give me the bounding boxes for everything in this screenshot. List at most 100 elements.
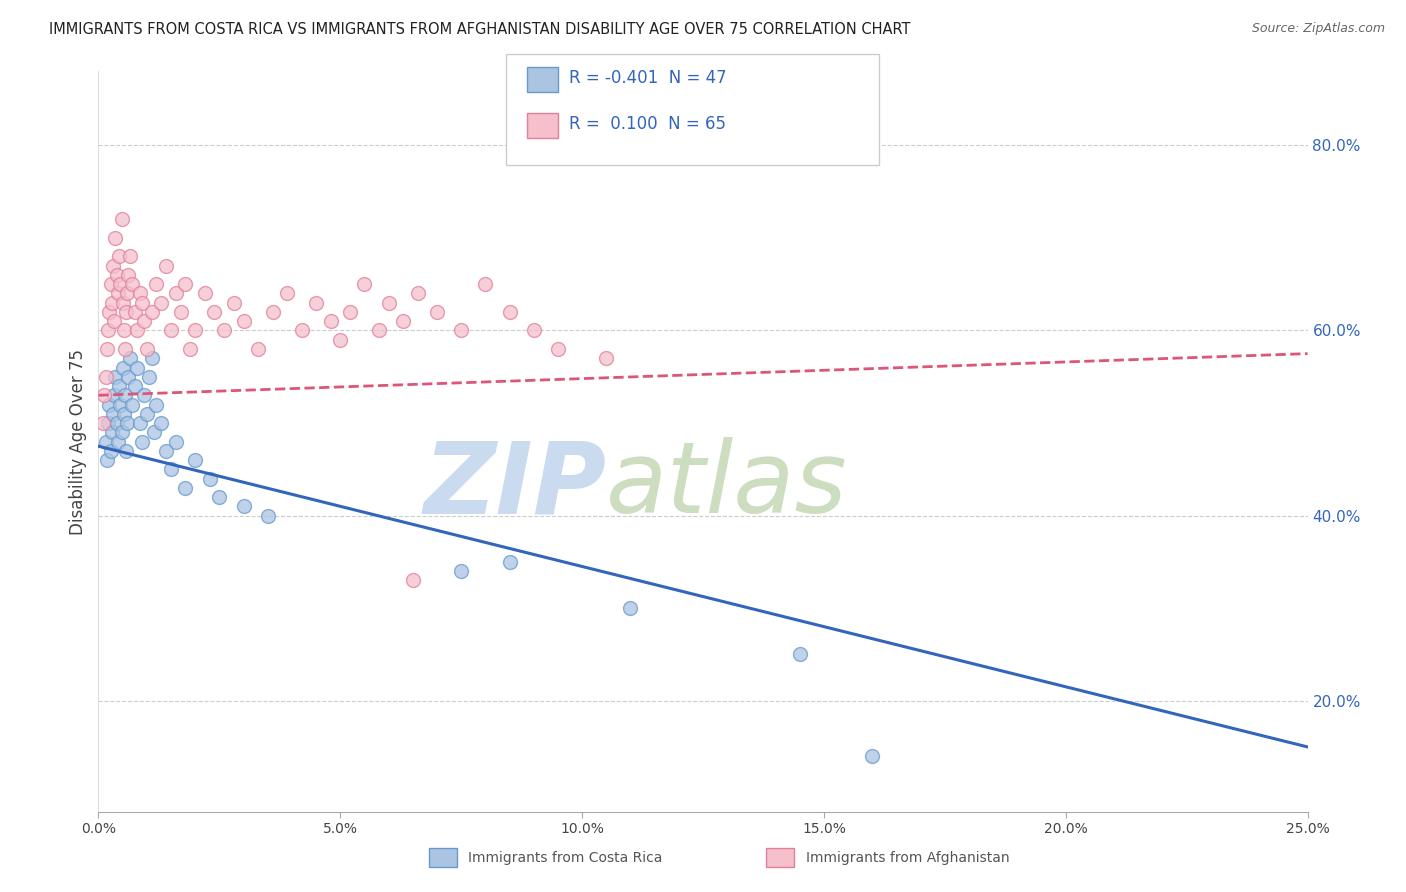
Point: [108, 277, 131, 292]
Point: [103, 314, 125, 328]
Point: [141, 351, 163, 366]
Point: [208, 490, 231, 504]
Point: [96, 342, 118, 356]
Point: [104, 369, 127, 384]
Point: [150, 416, 173, 430]
Point: [165, 286, 187, 301]
Point: [118, 250, 141, 264]
Point: [474, 277, 496, 292]
Point: [128, 416, 150, 430]
Text: IMMIGRANTS FROM COSTA RICA VS IMMIGRANTS FROM AFGHANISTAN DISABILITY AGE OVER 75: IMMIGRANTS FROM COSTA RICA VS IMMIGRANTS…: [49, 22, 911, 37]
Point: [118, 351, 141, 366]
Point: [498, 555, 520, 569]
Text: atlas: atlas: [606, 437, 848, 534]
Point: [127, 360, 149, 375]
Point: [860, 749, 883, 764]
Point: [114, 388, 136, 402]
Point: [184, 324, 207, 338]
Y-axis label: Disability Age Over 75: Disability Age Over 75: [69, 349, 87, 534]
Point: [135, 342, 157, 356]
Point: [115, 305, 138, 319]
Point: [128, 286, 150, 301]
Point: [276, 286, 298, 301]
Point: [100, 277, 122, 292]
Point: [547, 342, 569, 356]
Point: [111, 295, 134, 310]
Point: [141, 305, 163, 319]
Point: [101, 407, 124, 421]
Point: [155, 259, 177, 273]
Point: [105, 416, 128, 430]
Point: [111, 212, 134, 227]
Point: [426, 305, 449, 319]
Point: [104, 231, 127, 245]
Point: [105, 268, 128, 282]
Text: Immigrants from Afghanistan: Immigrants from Afghanistan: [806, 851, 1010, 865]
Point: [262, 305, 284, 319]
Point: [97, 324, 120, 338]
Point: [232, 314, 254, 328]
Text: Immigrants from Costa Rica: Immigrants from Costa Rica: [468, 851, 662, 865]
Point: [107, 434, 129, 449]
Point: [402, 574, 425, 588]
Point: [124, 379, 146, 393]
Point: [134, 314, 156, 328]
Point: [124, 305, 146, 319]
Point: [91, 416, 114, 430]
Point: [247, 342, 270, 356]
Point: [329, 333, 352, 347]
Point: [595, 351, 617, 366]
Point: [117, 369, 139, 384]
Point: [319, 314, 342, 328]
Point: [160, 324, 183, 338]
Point: [450, 564, 472, 578]
Point: [117, 268, 139, 282]
Point: [98, 398, 121, 412]
Point: [204, 305, 226, 319]
Point: [117, 286, 139, 301]
Point: [498, 305, 520, 319]
Point: [174, 481, 197, 495]
Point: [131, 434, 153, 449]
Point: [789, 648, 811, 662]
Point: [134, 388, 156, 402]
Point: [256, 508, 278, 523]
Point: [138, 369, 160, 384]
Point: [198, 472, 221, 486]
Point: [112, 324, 135, 338]
Point: [101, 425, 124, 440]
Point: [121, 398, 143, 412]
Point: [111, 425, 134, 440]
Point: [97, 416, 120, 430]
Point: [406, 286, 429, 301]
Point: [212, 324, 235, 338]
Point: [150, 295, 173, 310]
Point: [155, 443, 177, 458]
Point: [107, 250, 129, 264]
Point: [112, 407, 135, 421]
Point: [143, 425, 166, 440]
Point: [94, 434, 117, 449]
Point: [165, 434, 187, 449]
Point: [127, 324, 149, 338]
Point: [174, 277, 197, 292]
Point: [108, 398, 131, 412]
Point: [96, 453, 118, 467]
Point: [101, 259, 124, 273]
Point: [368, 324, 391, 338]
Point: [377, 295, 399, 310]
Point: [107, 286, 129, 301]
Text: Source: ZipAtlas.com: Source: ZipAtlas.com: [1251, 22, 1385, 36]
Point: [111, 360, 134, 375]
Point: [305, 295, 328, 310]
Point: [160, 462, 183, 476]
Point: [114, 342, 136, 356]
Point: [121, 277, 143, 292]
Point: [523, 324, 546, 338]
Point: [131, 295, 153, 310]
Point: [135, 407, 157, 421]
Point: [145, 277, 167, 292]
Text: ZIP: ZIP: [423, 437, 606, 534]
Point: [169, 305, 191, 319]
Text: R = -0.401  N = 47: R = -0.401 N = 47: [569, 69, 727, 87]
